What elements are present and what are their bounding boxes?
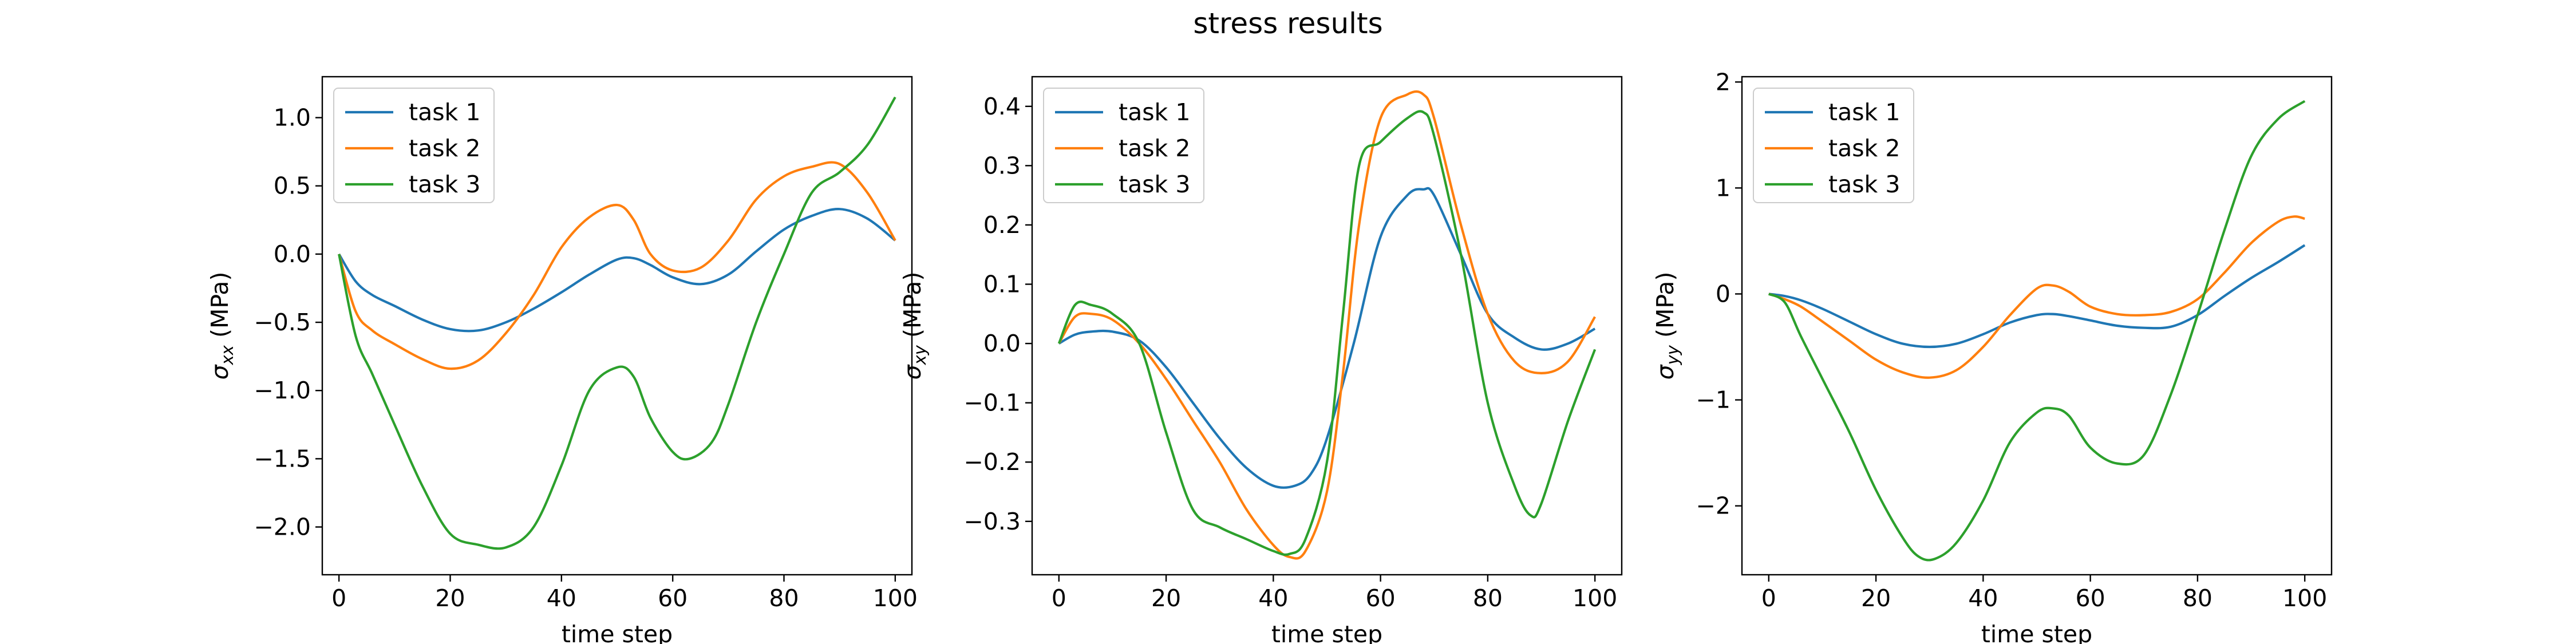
y-tick-label: 0.0 — [274, 240, 311, 268]
series-line-3 — [338, 96, 896, 550]
y-tick-label: −2 — [1696, 492, 1730, 520]
y-axis-symbol: σ — [1652, 364, 1679, 380]
legend: task 1 task 2 task 3 — [1043, 88, 1204, 203]
y-axis-unit: (MPa) — [1652, 272, 1679, 345]
y-tick-label: 0.5 — [274, 172, 311, 200]
x-tick-label: 20 — [435, 584, 465, 612]
series-line-2 — [338, 161, 896, 370]
x-tick-label: 100 — [1573, 584, 1617, 612]
legend-label: task 3 — [1119, 171, 1190, 198]
y-tick-label: −0.1 — [963, 389, 1021, 417]
y-axis-subscript: xx — [218, 345, 237, 365]
legend-label: task 3 — [1828, 171, 1900, 198]
x-tick-label: 100 — [873, 584, 918, 612]
series-line-2 — [1058, 90, 1596, 560]
y-axis-subscript: yy — [1663, 345, 1682, 365]
y-axis-unit: (MPa) — [899, 272, 926, 345]
x-tick-label: 40 — [1258, 584, 1288, 612]
y-tick-label: 0.4 — [983, 93, 1021, 120]
x-axis-label: time step — [1271, 621, 1382, 644]
x-tick-label: 60 — [2076, 584, 2105, 612]
y-tick-label: 0.0 — [983, 330, 1021, 357]
y-axis-symbol: σ — [206, 364, 234, 380]
legend-label: task 1 — [1828, 98, 1900, 126]
y-tick-label: −2.0 — [254, 513, 311, 541]
figure-title: stress results — [1193, 7, 1382, 40]
y-tick-label: 2 — [1716, 68, 1730, 96]
series-line-3 — [1768, 100, 2306, 562]
series-line-2 — [1768, 215, 2305, 379]
y-tick-label: 0.3 — [983, 152, 1021, 179]
y-tick-label: 0.2 — [983, 211, 1021, 239]
y-tick-label: 1 — [1716, 174, 1730, 202]
legend-label: task 3 — [409, 171, 480, 198]
y-axis-label: σyy (MPa) — [1652, 272, 1682, 380]
x-tick-label: 40 — [1968, 584, 1998, 612]
legend-label: task 1 — [409, 98, 480, 126]
x-axis-label: time step — [1981, 621, 2092, 644]
y-axis-subscript: xy — [910, 345, 930, 365]
y-tick-label: −1.5 — [254, 445, 311, 472]
legend-box — [333, 88, 495, 203]
legend-box — [1753, 88, 1914, 203]
legend-box — [1043, 88, 1204, 203]
y-tick-label: 0 — [1716, 280, 1730, 307]
subplots: 0 20 40 60 80 100−2.0−1.5−1.0−0.50.00.51.0tim… — [206, 68, 2333, 644]
x-tick-label: 60 — [658, 584, 688, 612]
x-tick-label: 20 — [1151, 584, 1181, 612]
x-tick-label: 80 — [769, 584, 799, 612]
subplot-1: 0 20 40 60 80 100 −2.0 −1.5 −1.0 −0.5 0.0 0.5 1.0 tim… — [206, 76, 918, 644]
axes-frame — [321, 76, 913, 576]
x-tick-label: 100 — [2282, 584, 2327, 612]
y-tick-label: 1.0 — [274, 104, 311, 132]
y-tick-label: 0.1 — [983, 271, 1021, 298]
legend-label: task 2 — [1119, 135, 1190, 162]
legend: task 1 task 2 task 3 — [333, 88, 495, 203]
x-tick-label: 0 — [1761, 584, 1776, 612]
series-line-1 — [1768, 244, 2306, 349]
y-axis-label: σxy (MPa) — [899, 272, 930, 380]
x-tick-label: 20 — [1861, 584, 1891, 612]
legend-label: task 1 — [1119, 98, 1190, 126]
x-tick-label: 0 — [1052, 584, 1066, 612]
series-line-3 — [1057, 110, 1597, 556]
x-tick-label: 80 — [2183, 584, 2212, 612]
legend-label: task 2 — [409, 135, 480, 162]
y-tick-label: −0.3 — [963, 508, 1021, 535]
subplot-2: 0 20 40 60 80 100 −0.3 −0.2 −0.1 0.0 0.1 0.2 0.3 0.4 t… — [899, 76, 1623, 644]
x-tick-label: 80 — [1473, 584, 1503, 612]
legend: task 1 task 2 task 3 — [1753, 88, 1914, 203]
y-axis-unit: (MPa) — [206, 272, 234, 345]
series-line-1 — [338, 208, 896, 333]
y-axis-symbol: σ — [899, 364, 926, 380]
x-tick-label: 0 — [331, 584, 346, 612]
x-axis-label: time step — [562, 621, 673, 644]
x-tick-label: 40 — [547, 584, 576, 612]
y-tick-label: −1.0 — [254, 377, 311, 404]
subplot-3: 0 20 40 60 80 100 −2 −1 0 1 2 time step σyy (MPa) tas… — [1652, 68, 2333, 644]
axes-frame — [1031, 76, 1623, 576]
axes-frame — [1741, 76, 2333, 576]
y-tick-label: −0.2 — [963, 448, 1021, 476]
y-tick-label: −1 — [1696, 386, 1730, 414]
x-tick-label: 60 — [1366, 584, 1396, 612]
legend-label: task 2 — [1828, 135, 1900, 162]
y-axis-label: σxx (MPa) — [206, 272, 237, 380]
y-tick-label: −0.5 — [254, 309, 311, 336]
